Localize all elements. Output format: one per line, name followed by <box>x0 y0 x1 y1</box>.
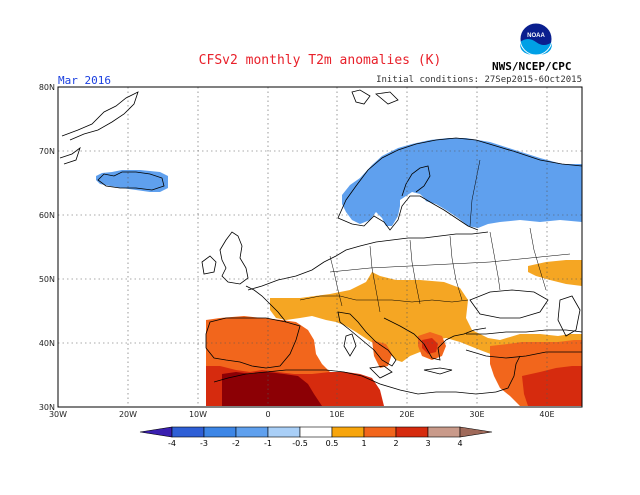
lat-label-40n: 40N <box>39 339 55 348</box>
colorbar-label-m1: -1 <box>264 439 272 448</box>
map-frame <box>57 86 583 408</box>
colorbar-label-m3: -3 <box>200 439 208 448</box>
latitude-labels: 30N 40N 50N 60N 70N 80N <box>39 83 55 412</box>
colorbar-label-p05: 0.5 <box>326 439 339 448</box>
colorbar-seg-5 <box>299 426 333 438</box>
lon-label-20w: 20W <box>119 410 137 419</box>
colorbar-seg-1 <box>171 426 205 438</box>
lat-label-30n: 30N <box>39 403 55 412</box>
colorbar-seg-7 <box>363 426 397 438</box>
noaa-logo-text: NOAA <box>527 33 545 39</box>
colorbar-arrow-left <box>139 426 173 438</box>
lat-label-70n: 70N <box>39 147 55 156</box>
anomaly-warm-strong-east <box>522 366 582 406</box>
lon-label-30w: 30W <box>49 410 67 419</box>
lon-label-30e: 30E <box>469 410 484 419</box>
colorbar-seg-9 <box>427 426 461 438</box>
anomaly-fills <box>96 138 582 406</box>
anomaly-warm-weak-russia <box>528 260 582 286</box>
colorbar-seg-6 <box>331 426 365 438</box>
colorbar-label-p2: 2 <box>393 439 398 448</box>
colorbar-label-p3: 3 <box>425 439 430 448</box>
lon-label-10w: 10W <box>189 410 207 419</box>
colorbar: -4 -3 -2 -1 -0.5 0.5 1 2 3 4 <box>139 426 493 448</box>
colorbar-label-m4: -4 <box>168 439 176 448</box>
colorbar-seg-2 <box>203 426 237 438</box>
colorbar-seg-8 <box>395 426 429 438</box>
colorbar-seg-3 <box>235 426 269 438</box>
colorbar-label-p4: 4 <box>457 439 462 448</box>
map-title: CFSv2 monthly T2m anomalies (K) <box>198 53 442 68</box>
initial-conditions: Initial conditions: 27Sep2015-6Oct2015 <box>376 75 582 85</box>
lat-label-50n: 50N <box>39 275 55 284</box>
colorbar-label-p1: 1 <box>361 439 366 448</box>
lon-label-10e: 10E <box>329 410 344 419</box>
anomaly-warm-italy <box>372 340 392 368</box>
lat-label-60n: 60N <box>39 211 55 220</box>
anomaly-warm-weak <box>270 272 582 362</box>
lat-label-80n: 80N <box>39 83 55 92</box>
forecast-month: Mar 2016 <box>58 74 111 87</box>
coastlines <box>59 89 583 395</box>
agency-label: NWS/NCEP/CPC <box>492 60 572 73</box>
lon-label-0: 0 <box>265 410 270 419</box>
lon-label-20e: 20E <box>399 410 414 419</box>
anomaly-cold-norway-gap <box>400 192 426 216</box>
lon-label-40e: 40E <box>539 410 554 419</box>
colorbar-seg-4 <box>267 426 301 438</box>
anomaly-cold-iceland <box>96 170 168 192</box>
noaa-logo: NOAA <box>519 22 553 56</box>
colorbar-arrow-right <box>459 426 493 438</box>
anomaly-warm-strong-greece <box>422 338 438 354</box>
anomaly-cold-scandinavia <box>342 138 582 228</box>
gridlines <box>58 87 582 407</box>
colorbar-label-m05: -0.5 <box>292 439 308 448</box>
longitude-labels: 30W 20W 10W 0 10E 20E 30E 40E <box>49 410 555 419</box>
colorbar-label-m2: -2 <box>232 439 240 448</box>
anomaly-extreme-africa <box>222 372 322 406</box>
